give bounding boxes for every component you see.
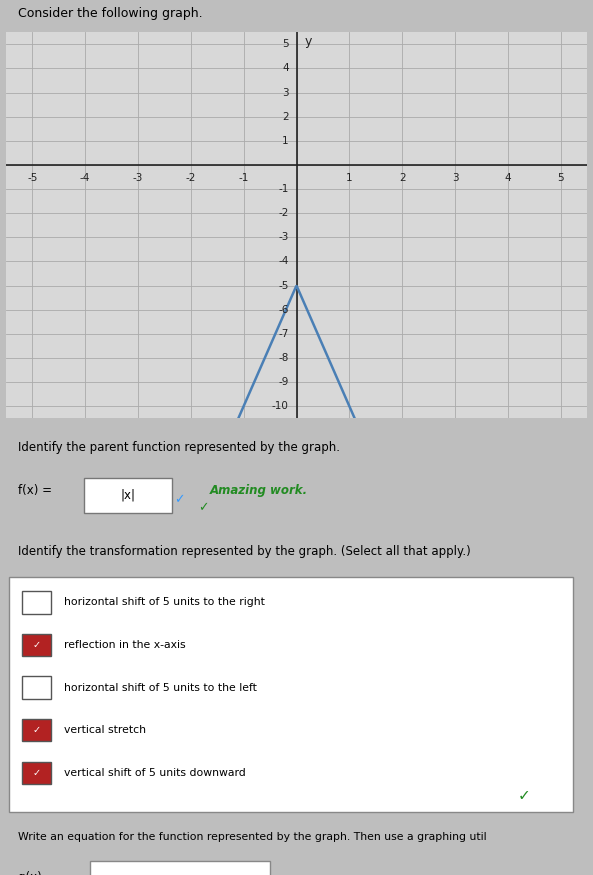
Text: -4: -4: [80, 173, 90, 184]
Text: |x|: |x|: [120, 489, 135, 502]
Text: -9: -9: [278, 377, 289, 387]
Text: Identify the parent function represented by the graph.: Identify the parent function represented…: [18, 441, 340, 454]
Text: -4: -4: [278, 256, 289, 266]
Text: -7: -7: [278, 329, 289, 339]
Text: -1: -1: [238, 173, 249, 184]
Text: ✓: ✓: [33, 767, 40, 778]
Text: -5: -5: [278, 281, 289, 290]
Text: 5: 5: [282, 39, 289, 49]
Text: 3: 3: [452, 173, 458, 184]
FancyBboxPatch shape: [84, 478, 171, 514]
FancyBboxPatch shape: [21, 634, 51, 656]
Text: 1: 1: [346, 173, 353, 184]
FancyBboxPatch shape: [21, 592, 51, 613]
Text: horizontal shift of 5 units to the right: horizontal shift of 5 units to the right: [64, 598, 265, 607]
Text: -8: -8: [278, 353, 289, 363]
Text: 2: 2: [282, 112, 289, 122]
Text: 2: 2: [399, 173, 406, 184]
Text: Amazing work.: Amazing work.: [209, 484, 307, 497]
Text: vertical stretch: vertical stretch: [64, 725, 146, 735]
Text: ✓: ✓: [33, 725, 40, 735]
Text: -5: -5: [27, 173, 37, 184]
Text: ✓: ✓: [33, 640, 40, 650]
Text: -1: -1: [278, 184, 289, 194]
Text: -6: -6: [278, 304, 289, 315]
Text: ✓: ✓: [174, 493, 185, 506]
Text: vertical shift of 5 units downward: vertical shift of 5 units downward: [64, 767, 246, 778]
Text: 1: 1: [282, 136, 289, 146]
Text: 3: 3: [282, 88, 289, 97]
Text: ✓: ✓: [517, 788, 530, 803]
Text: f(x) =: f(x) =: [18, 484, 52, 497]
Text: horizontal shift of 5 units to the left: horizontal shift of 5 units to the left: [64, 682, 257, 693]
FancyBboxPatch shape: [21, 761, 51, 784]
Text: -10: -10: [272, 401, 289, 411]
Text: reflection in the x-axis: reflection in the x-axis: [64, 640, 186, 650]
FancyBboxPatch shape: [21, 676, 51, 698]
Text: Write an equation for the function represented by the graph. Then use a graphing: Write an equation for the function repre…: [18, 831, 486, 842]
Text: y: y: [304, 35, 312, 47]
Text: Identify the transformation represented by the graph. (Select all that apply.): Identify the transformation represented …: [18, 545, 470, 558]
Text: -2: -2: [186, 173, 196, 184]
Text: -3: -3: [278, 232, 289, 242]
Text: g(x) =: g(x) =: [18, 871, 55, 875]
FancyBboxPatch shape: [90, 861, 270, 875]
Text: -2: -2: [278, 208, 289, 218]
Text: -3: -3: [133, 173, 143, 184]
Text: ✓: ✓: [197, 501, 208, 514]
Text: 4: 4: [282, 63, 289, 74]
Text: 5: 5: [557, 173, 564, 184]
FancyBboxPatch shape: [21, 719, 51, 741]
Text: 4: 4: [505, 173, 511, 184]
Text: Consider the following graph.: Consider the following graph.: [18, 7, 202, 20]
FancyBboxPatch shape: [9, 578, 573, 812]
Text: x: x: [592, 150, 593, 163]
